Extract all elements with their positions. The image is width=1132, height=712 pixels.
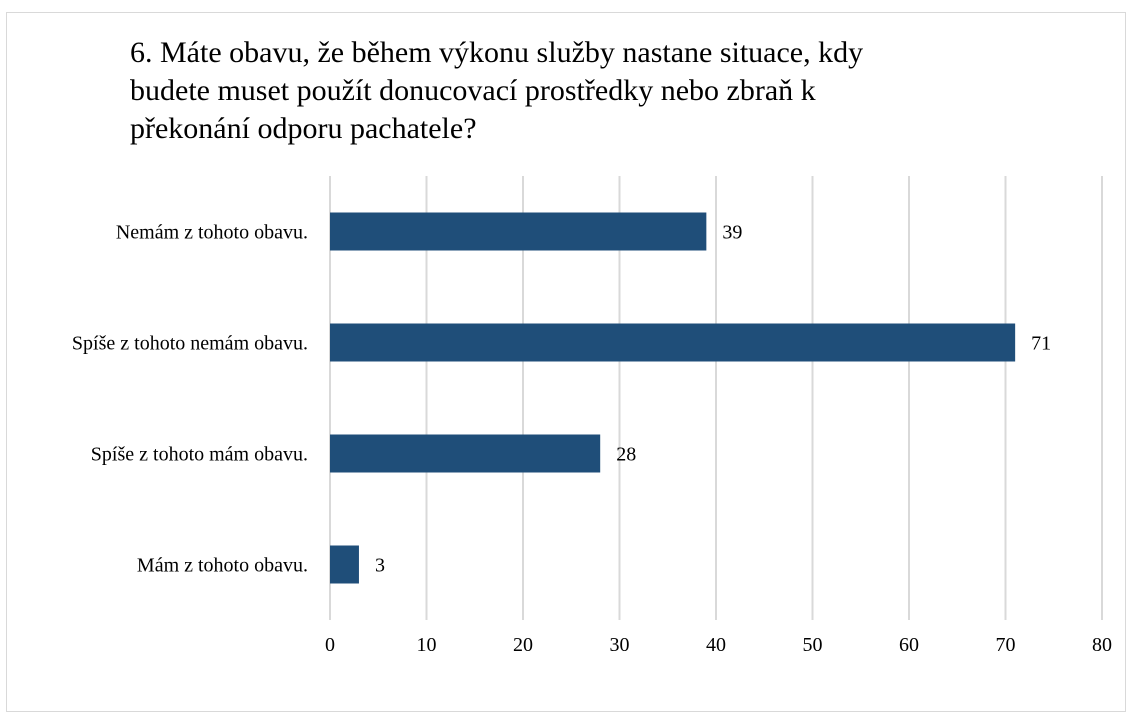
x-tick-label-0: 0 (325, 634, 335, 656)
x-tick-label-50: 50 (803, 634, 823, 656)
category-label-2: Spíše z tohoto nemám obavu. (72, 333, 308, 355)
data-label-4: 3 (375, 555, 385, 577)
labels: 0 10 20 30 40 50 60 70 80 Nemám z tohoto obavu. 39… (72, 222, 1112, 657)
x-tick-label-20: 20 (513, 634, 533, 656)
bar-2 (330, 323, 1016, 362)
category-label-1: Nemám z tohoto obavu. (116, 222, 308, 244)
x-tick-label-70: 70 (996, 634, 1016, 656)
x-tick-label-10: 10 (417, 634, 437, 656)
data-label-1: 39 (722, 222, 742, 244)
category-label-3: Spíše z tohoto mám obavu. (91, 444, 308, 466)
bar-4 (330, 545, 359, 584)
x-tick-label-40: 40 (706, 634, 726, 656)
data-label-3: 28 (616, 444, 636, 466)
bar-3 (330, 434, 601, 473)
bar-1 (330, 212, 707, 251)
chart-title: 6. Máte obavu, že během výkonu služby na… (130, 36, 864, 145)
category-label-4: Mám z tohoto obavu. (137, 555, 308, 577)
bars (330, 212, 1016, 584)
data-label-2: 71 (1031, 333, 1051, 355)
x-tick-label-30: 30 (610, 634, 630, 656)
x-tick-label-80: 80 (1092, 634, 1112, 656)
x-tick-label-60: 60 (899, 634, 919, 656)
bar-chart: 0 10 20 30 40 50 60 70 80 Nemám z tohoto obavu. 39… (72, 176, 1112, 657)
